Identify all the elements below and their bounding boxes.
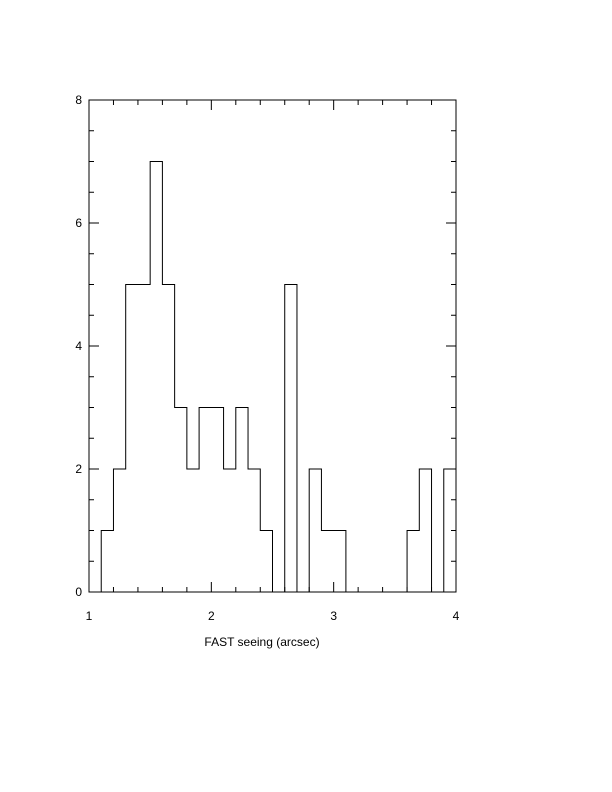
histogram-bin bbox=[150, 162, 162, 593]
histogram-bin bbox=[138, 285, 150, 593]
histogram-bin bbox=[285, 285, 297, 593]
histogram-bin bbox=[199, 408, 211, 593]
x-tick-labels: 1 2 3 4 bbox=[86, 609, 460, 623]
plot-frame bbox=[88, 99, 457, 593]
x-axis-label: FAST seeing (arcsec) bbox=[204, 635, 319, 649]
x-tick-label: 2 bbox=[208, 609, 215, 623]
histogram-bin bbox=[113, 469, 125, 592]
histogram-bin bbox=[224, 469, 236, 592]
histogram-bin bbox=[334, 531, 346, 593]
y-tick-label: 2 bbox=[75, 462, 82, 476]
y-tick-label: 4 bbox=[75, 339, 82, 353]
y-tick-label: 0 bbox=[75, 585, 82, 599]
x-tick-label: 3 bbox=[330, 609, 337, 623]
histogram-bin bbox=[211, 408, 223, 593]
histogram-bin bbox=[187, 469, 199, 592]
major-ticks bbox=[88, 99, 457, 593]
histogram-bin bbox=[248, 469, 260, 592]
histogram-step-line bbox=[100, 161, 456, 593]
histogram-bin bbox=[236, 408, 248, 593]
histogram-bins bbox=[101, 162, 456, 593]
y-tick-label: 8 bbox=[75, 93, 82, 107]
histogram-bin bbox=[321, 531, 333, 593]
histogram-bin bbox=[126, 285, 138, 593]
histogram-bin bbox=[175, 408, 187, 593]
histogram-bin bbox=[162, 285, 174, 593]
histogram-bin bbox=[419, 469, 431, 592]
y-tick-label: 6 bbox=[75, 216, 82, 230]
histogram-bin bbox=[407, 531, 419, 593]
histogram-bin bbox=[260, 531, 272, 593]
histogram-bin bbox=[101, 531, 113, 593]
x-tick-label: 4 bbox=[453, 609, 460, 623]
y-tick-labels: 0 2 4 6 8 bbox=[75, 93, 82, 599]
histogram-bin bbox=[309, 469, 321, 592]
minor-ticks bbox=[89, 100, 456, 592]
x-tick-label: 1 bbox=[86, 609, 93, 623]
